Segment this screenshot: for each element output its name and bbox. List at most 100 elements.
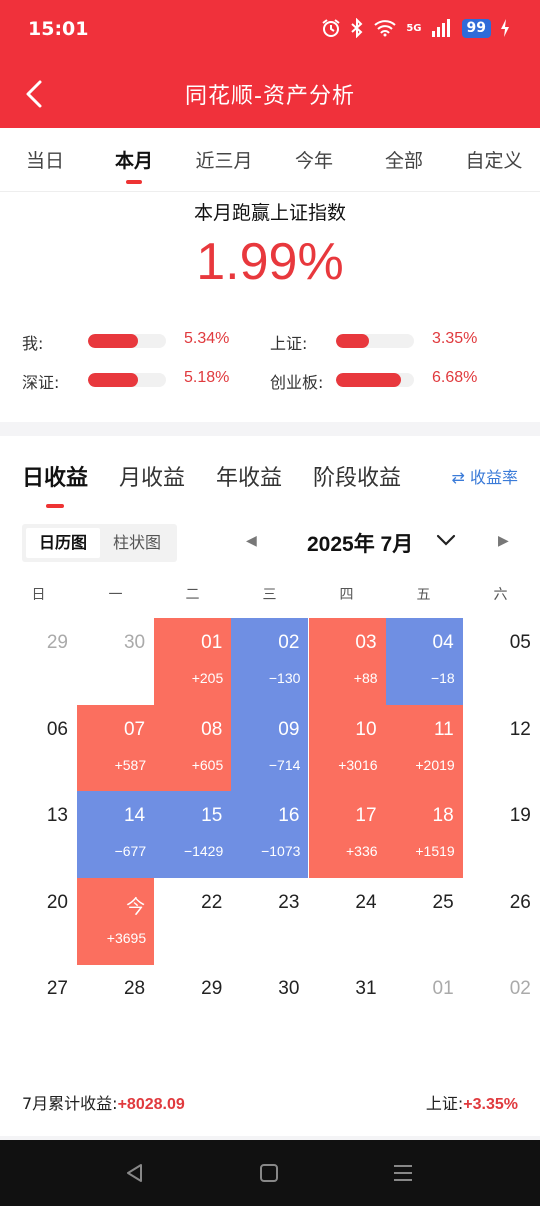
calendar-day[interactable]: 30: [231, 964, 308, 1051]
calendar-day[interactable]: 08 +605: [154, 704, 232, 792]
calendar-day-number: 10: [355, 718, 377, 740]
calendar-day[interactable]: 02 −130: [231, 618, 309, 705]
weekday-label: 五: [416, 587, 431, 603]
calendar-day-number: 05: [509, 632, 531, 653]
calendar-day-earnings: +2019: [415, 756, 455, 773]
weekday-label: 二: [185, 587, 200, 603]
calendar-day[interactable]: 14 −677: [77, 791, 155, 878]
compare-value: 5.18%: [184, 369, 230, 386]
index-total-value: +3.35%: [463, 1096, 518, 1113]
calendar-day[interactable]: 17 +336: [308, 791, 386, 878]
calendar-day[interactable]: 07 +587: [77, 704, 155, 792]
calendar-view-button[interactable]: 日历图: [26, 528, 100, 558]
back-arrow-icon: [26, 80, 42, 108]
calendar-day-number: 18: [432, 805, 454, 826]
calendar-day[interactable]: 20: [0, 878, 77, 965]
calendar-day[interactable]: 25: [386, 878, 463, 965]
calendar-day-number: 16: [278, 805, 300, 826]
calendar-day-number: 09: [278, 718, 300, 740]
tab-stage-earnings[interactable]: 阶段收益: [313, 466, 402, 491]
month-total-label: 7月累计收益:: [22, 1094, 118, 1113]
compare-bar-fill: [88, 373, 138, 387]
calendar-day[interactable]: 31: [309, 964, 386, 1051]
compare-row-chinext: 创业板: 6.68%: [270, 369, 520, 393]
calendar-day-number: 15: [201, 805, 223, 826]
calendar-day[interactable]: 01: [386, 964, 463, 1051]
calendar-day-number: 29: [46, 632, 68, 653]
menu-lines-icon: [394, 1165, 412, 1181]
system-home-button[interactable]: [256, 1160, 282, 1186]
period-tabs: 当日 本月 近三月 今年 全部 自定义: [0, 128, 540, 192]
calendar-day[interactable]: 05: [463, 618, 540, 705]
calendar-day[interactable]: 06: [0, 705, 77, 792]
calendar-day[interactable]: 11 +2019: [385, 704, 463, 792]
tab-all[interactable]: 全部: [384, 150, 424, 172]
index-total-label: 上证:: [425, 1094, 464, 1113]
compare-value: 3.35%: [432, 330, 478, 347]
tab-today[interactable]: 当日: [25, 150, 65, 172]
calendar-day[interactable]: 16 −1073: [231, 791, 309, 878]
prev-month-button[interactable]: ◀: [246, 533, 257, 549]
calendar-day[interactable]: 15 −1429: [154, 791, 232, 878]
bar-view-button[interactable]: 柱状图: [112, 533, 161, 552]
calendar-day[interactable]: 30: [77, 618, 154, 705]
calendar-day[interactable]: 今 +3695: [77, 877, 155, 965]
calendar-day[interactable]: 26: [463, 878, 540, 965]
triangle-back-icon: [127, 1164, 142, 1182]
calendar-day[interactable]: 19: [463, 791, 540, 878]
calendar-day[interactable]: 28: [77, 964, 154, 1051]
calendar-day-earnings: −1429: [183, 843, 224, 859]
index-total: 上证:+3.35%: [426, 1090, 518, 1114]
month-title[interactable]: 2025年 7月: [307, 533, 414, 556]
compare-bar: [88, 334, 166, 348]
tab-three-months[interactable]: 近三月: [195, 150, 253, 172]
tab-this-year[interactable]: 今年: [294, 150, 334, 172]
calendar-day[interactable]: 13: [0, 791, 77, 878]
signal-icon: [431, 19, 450, 37]
calendar-day[interactable]: 03 +88: [308, 618, 386, 705]
calendar-day-number: 30: [278, 978, 300, 999]
calendar-day[interactable]: 18 +1519: [385, 791, 463, 878]
system-back-button[interactable]: [122, 1160, 148, 1186]
rate-toggle-button[interactable]: ⇄ 收益率: [451, 464, 518, 488]
compare-label: 我:: [22, 334, 44, 353]
system-nav-bar: [0, 1140, 540, 1206]
calendar-day[interactable]: 29: [154, 964, 231, 1051]
calendar-day-number: 02: [509, 978, 531, 999]
calendar-day-number: 30: [123, 632, 146, 653]
next-month-button[interactable]: ▶: [498, 533, 509, 549]
tab-daily-earnings[interactable]: 日收益: [22, 460, 88, 508]
compare-bar-fill: [88, 334, 138, 348]
calendar-day[interactable]: 24: [309, 878, 386, 965]
compare-bar: [336, 334, 414, 348]
calendar-day[interactable]: 04 −18: [385, 618, 463, 705]
calendar-day-earnings: +205: [191, 670, 224, 686]
calendar-day[interactable]: 09 −714: [231, 704, 309, 792]
view-toggle: 日历图 柱状图: [22, 524, 177, 562]
calendar-day[interactable]: 12: [463, 705, 540, 792]
tab-this-month[interactable]: 本月: [115, 146, 153, 184]
tab-monthly-earnings[interactable]: 月收益: [119, 466, 186, 491]
calendar-day-number: 24: [355, 891, 377, 913]
tab-yearly-earnings[interactable]: 年收益: [216, 466, 283, 491]
month-picker-button[interactable]: [434, 528, 458, 556]
calendar-day[interactable]: 27: [0, 964, 77, 1051]
calendar-day[interactable]: 22: [154, 878, 231, 965]
calendar-day[interactable]: 02: [463, 964, 540, 1051]
calendar-day[interactable]: 01 +205: [154, 618, 232, 705]
summary-card: 本月跑赢上证指数 1.99% 我: 5.34% 上证: 3.35% 深证: 5.…: [0, 192, 540, 422]
calendar-day-earnings: +587: [114, 756, 147, 773]
system-menu-button[interactable]: [390, 1160, 416, 1186]
compare-label: 上证:: [270, 334, 308, 353]
back-button[interactable]: [18, 74, 58, 114]
calendar-day-number: 20: [46, 891, 68, 913]
calendar-day[interactable]: 10 +3016: [308, 704, 386, 792]
calendar-day[interactable]: 23: [231, 878, 308, 965]
calendar-day[interactable]: 29: [0, 618, 77, 705]
calendar-day-number: 14: [123, 805, 146, 826]
tab-custom[interactable]: 自定义: [465, 150, 523, 172]
calendar-day-number: 13: [46, 805, 68, 826]
calendar-day-earnings: +88: [353, 670, 378, 686]
weekday-label: 四: [339, 587, 354, 603]
calendar-day-number: 04: [432, 632, 454, 653]
